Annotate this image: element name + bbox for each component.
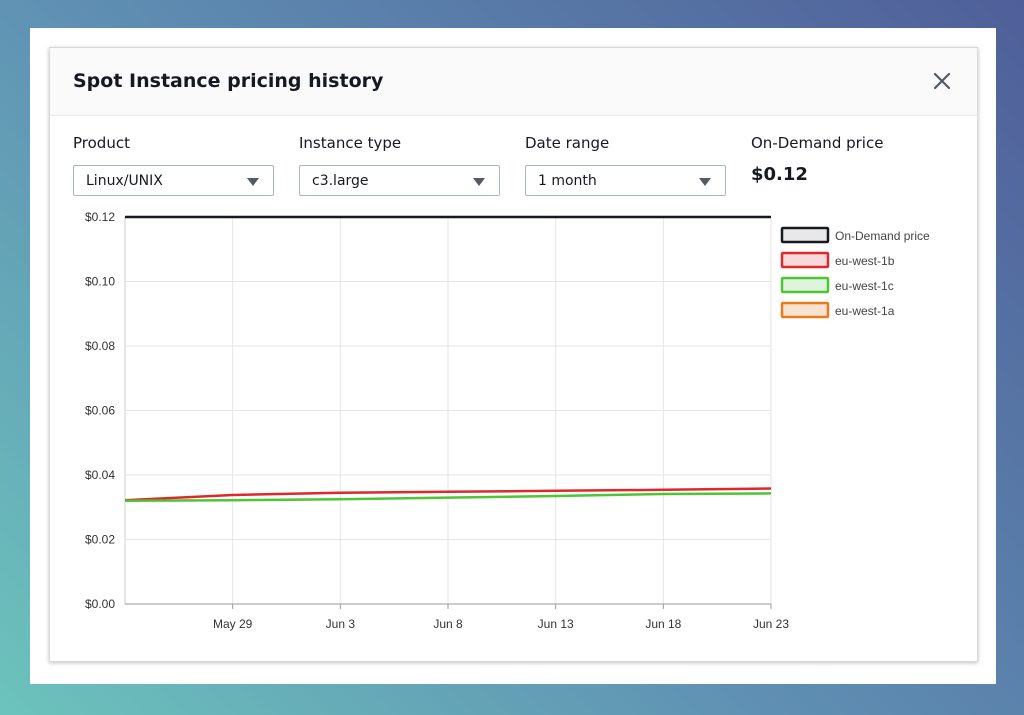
legend-swatch bbox=[780, 226, 830, 244]
date-range-select[interactable]: 1 month bbox=[525, 165, 726, 196]
date-range-field: Date range 1 month bbox=[525, 134, 726, 196]
x-tick-label: Jun 3 bbox=[326, 617, 356, 631]
x-tick-label: May 29 bbox=[213, 617, 253, 631]
legend-label: eu-west-1c bbox=[835, 279, 894, 293]
product-label: Product bbox=[73, 134, 130, 152]
legend-label: On-Demand price bbox=[835, 229, 930, 243]
modal-title: Spot Instance pricing history bbox=[73, 70, 384, 92]
on-demand-price-field: On-Demand price $0.12 bbox=[751, 134, 883, 185]
y-tick-label: $0.06 bbox=[85, 404, 115, 418]
y-tick-label: $0.02 bbox=[85, 533, 115, 547]
x-tick-label: Jun 23 bbox=[753, 617, 789, 631]
legend-label: eu-west-1a bbox=[835, 304, 895, 318]
on-demand-price-value: $0.12 bbox=[751, 164, 808, 185]
instance-type-field: Instance type c3.large bbox=[299, 134, 500, 196]
product-field: Product Linux/UNIX bbox=[73, 134, 274, 196]
instance-type-select-value: c3.large bbox=[312, 173, 369, 189]
close-icon[interactable] bbox=[929, 68, 955, 94]
product-select[interactable]: Linux/UNIX bbox=[73, 165, 274, 196]
pricing-history-modal: Spot Instance pricing history Product Li… bbox=[49, 47, 978, 662]
product-select-value: Linux/UNIX bbox=[86, 173, 163, 189]
date-range-select-value: 1 month bbox=[538, 173, 597, 189]
y-tick-label: $0.12 bbox=[85, 210, 115, 224]
legend-swatch bbox=[780, 276, 830, 294]
y-tick-label: $0.10 bbox=[85, 275, 115, 289]
caret-down-icon bbox=[699, 178, 711, 186]
series-line-eu-west-1b bbox=[124, 487, 772, 502]
y-tick-label: $0.04 bbox=[85, 468, 115, 482]
instance-type-select[interactable]: c3.large bbox=[299, 165, 500, 196]
y-tick-label: $0.08 bbox=[85, 339, 115, 353]
x-tick-label: Jun 8 bbox=[433, 617, 463, 631]
caret-down-icon bbox=[473, 178, 485, 186]
legend-swatch bbox=[780, 301, 830, 319]
modal-header: Spot Instance pricing history bbox=[50, 48, 977, 116]
screenshot-frame: Spot Instance pricing history Product Li… bbox=[30, 28, 996, 684]
caret-down-icon bbox=[247, 178, 259, 186]
y-tick-label: $0.00 bbox=[85, 597, 115, 611]
series-line-eu-west-1c bbox=[124, 492, 772, 503]
pricing-history-chart: $0.00 $0.02 $0.04 $0.06 $0.08 $0.10 $0.12 May 2… bbox=[85, 210, 930, 631]
legend-swatch bbox=[780, 251, 830, 269]
date-range-label: Date range bbox=[525, 134, 610, 152]
x-tick-label: Jun 18 bbox=[645, 617, 681, 631]
on-demand-price-label: On-Demand price bbox=[751, 134, 884, 152]
instance-type-label: Instance type bbox=[299, 134, 402, 152]
legend-label: eu-west-1b bbox=[835, 254, 895, 268]
x-tick-label: Jun 13 bbox=[538, 617, 574, 631]
